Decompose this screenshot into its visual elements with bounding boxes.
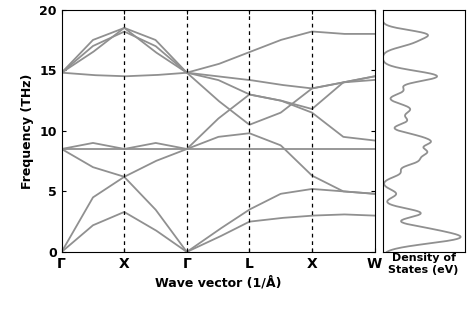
X-axis label: Wave vector (1/Å): Wave vector (1/Å) [155, 276, 282, 290]
Y-axis label: Frequency (THz): Frequency (THz) [21, 73, 34, 189]
X-axis label: Density of
States (eV): Density of States (eV) [388, 253, 459, 275]
